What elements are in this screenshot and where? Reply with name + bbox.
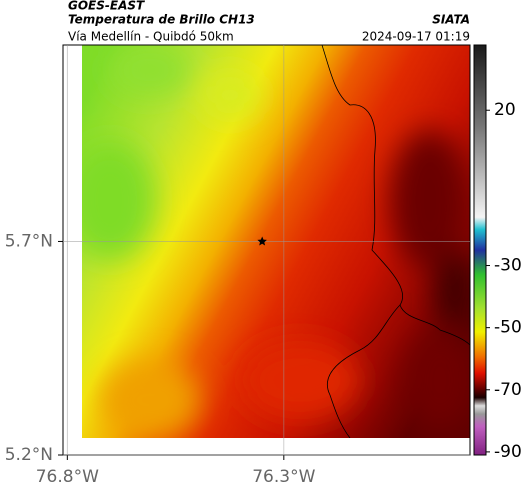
colorbar-tick-label: 20 xyxy=(494,100,516,120)
x-tick-label: 76.8°W xyxy=(36,467,99,487)
border xyxy=(327,304,401,438)
colorbar-tick-label: -90 xyxy=(494,442,522,462)
field-detail xyxy=(82,45,470,438)
route: Vía Medellín - Quibdó 50km xyxy=(68,30,234,44)
colorbar-tick-label: -50 xyxy=(494,318,522,338)
colorbar-tick-label: -30 xyxy=(494,256,522,276)
satellite: GOES-EAST xyxy=(68,0,145,13)
title: Temperatura de Brillo CH13 xyxy=(68,13,255,27)
location-star xyxy=(257,236,267,246)
y-tick-label: 5.7°N xyxy=(5,231,53,251)
x-tick-label: 76.3°W xyxy=(252,467,315,487)
datetime: 2024-09-17 01:19 xyxy=(362,30,470,44)
temperature-field xyxy=(82,45,470,438)
colorbar-tick-label: -70 xyxy=(494,380,522,400)
y-tick-label: 5.2°N xyxy=(5,445,53,465)
colorbar xyxy=(473,44,487,456)
source: SIATA xyxy=(432,13,470,27)
